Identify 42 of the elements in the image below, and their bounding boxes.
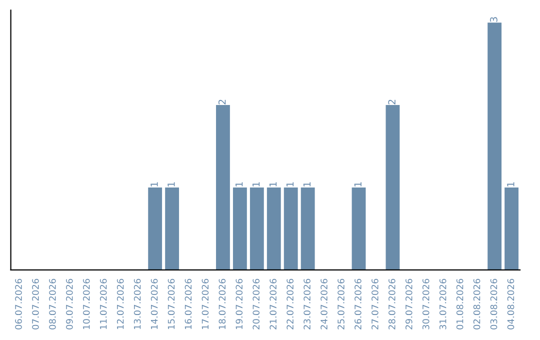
x-tick-label: 12.07.2026 bbox=[116, 278, 124, 329]
data-label: 1 bbox=[354, 182, 362, 186]
x-tick-label: 13.07.2026 bbox=[134, 278, 141, 329]
x-tick-label: 25.07.2026 bbox=[338, 278, 344, 330]
x-tick-label: 31.07.2026 bbox=[439, 278, 446, 330]
data-label: 1 bbox=[269, 182, 277, 186]
data-label: 1 bbox=[168, 182, 175, 186]
x-tick-label: 08.07.2026 bbox=[49, 278, 56, 330]
x-tick-label: 27.07.2026 bbox=[372, 278, 378, 330]
x-tick-label: 11.07.2026 bbox=[100, 278, 107, 329]
x-tick-label: 03.08.2026 bbox=[490, 278, 498, 330]
x-tick-label: 16.07.2026 bbox=[184, 278, 192, 329]
x-tick-label: 18.07.2026 bbox=[218, 278, 226, 329]
x-tick-label: 26.07.2026 bbox=[354, 278, 362, 330]
data-label: 1 bbox=[286, 182, 294, 186]
data-label: 1 bbox=[303, 182, 311, 186]
x-tick-label: 02.08.2026 bbox=[473, 278, 480, 330]
data-label: 2 bbox=[388, 100, 396, 104]
x-tick-label: 10.07.2026 bbox=[82, 278, 90, 329]
x-tick-label: 30.07.2026 bbox=[422, 278, 430, 330]
x-tick-label: 14.07.2026 bbox=[150, 278, 158, 329]
data-label: 1 bbox=[236, 182, 243, 186]
x-tick-label: 01.08.2026 bbox=[456, 278, 464, 330]
x-tick-label: 23.07.2026 bbox=[304, 278, 310, 330]
data-label: 3 bbox=[490, 17, 498, 22]
x-tick-label: 28.07.2026 bbox=[388, 278, 396, 330]
x-tick-label: 22.07.2026 bbox=[286, 278, 294, 330]
x-tick-label: 24.07.2026 bbox=[320, 278, 328, 330]
x-tick-label: 19.07.2026 bbox=[236, 278, 243, 329]
x-tick-label: 21.07.2026 bbox=[270, 278, 277, 330]
data-label: 1 bbox=[150, 182, 158, 186]
data-label: 2 bbox=[218, 100, 226, 104]
x-tick-label: 06.07.2026 bbox=[15, 278, 22, 330]
x-tick-label: 29.07.2026 bbox=[405, 278, 412, 330]
x-tick-label: 20.07.2026 bbox=[252, 278, 260, 330]
data-label: 1 bbox=[252, 182, 260, 186]
x-tick-label: 07.07.2026 bbox=[32, 278, 39, 330]
x-tick-label: 17.07.2026 bbox=[202, 278, 209, 329]
x-tick-label: 04.08.2026 bbox=[507, 278, 514, 330]
x-tick-label: 15.07.2026 bbox=[168, 278, 175, 329]
x-tick-label: 09.07.2026 bbox=[66, 278, 73, 330]
data-label: 1 bbox=[507, 182, 514, 186]
